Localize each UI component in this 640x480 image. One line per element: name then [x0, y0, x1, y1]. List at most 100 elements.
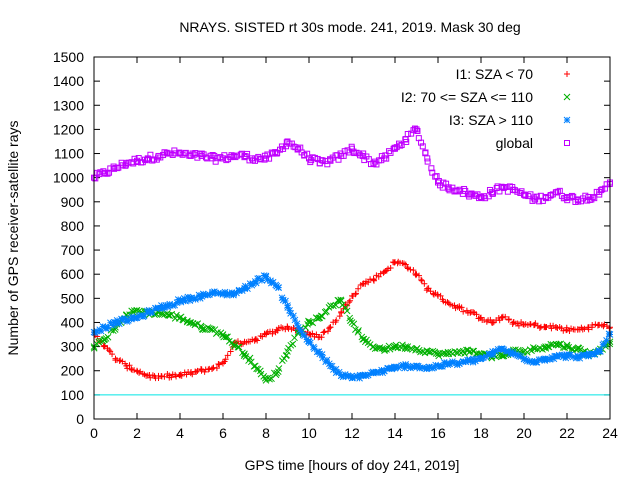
cloud-point-i1-sza-70 — [122, 360, 129, 367]
cloud-point-global — [591, 195, 598, 202]
x-tick-label: 20 — [516, 425, 532, 441]
cloud-point-i3-sza-110 — [426, 363, 433, 371]
cloud-point-i3-sza-110 — [99, 323, 107, 330]
cloud-point-global — [357, 152, 364, 159]
cloud-point-i1-sza-70 — [194, 367, 201, 374]
cloud-point-i2-70-sza-110 — [224, 333, 231, 341]
cloud-point-global — [500, 184, 507, 191]
cloud-point-global — [209, 151, 216, 158]
cloud-point-i1-sza-70 — [377, 270, 384, 277]
cloud-point-i1-sza-70 — [210, 364, 217, 371]
cloud-point-i3-sza-110 — [489, 351, 497, 359]
cloud-point-i3-sza-110 — [517, 353, 525, 361]
cloud-point-i1-sza-70 — [418, 276, 425, 283]
cloud-point-i1-sza-70 — [502, 313, 509, 320]
cloud-point-global — [122, 162, 129, 169]
cloud-point-i2-70-sza-110 — [327, 302, 334, 309]
cloud-point-i1-sza-70 — [410, 267, 417, 274]
legend-marker — [564, 71, 570, 77]
series-3 — [90, 272, 614, 382]
cloud-point-i2-70-sza-110 — [102, 335, 110, 342]
cloud-point-i3-sza-110 — [581, 351, 588, 359]
cloud-point-i2-70-sza-110 — [283, 351, 290, 359]
cloud-point-global — [111, 165, 118, 172]
cloud-point-i3-sza-110 — [550, 355, 558, 363]
cloud-point-i3-sza-110 — [228, 289, 236, 296]
cloud-point-i3-sza-110 — [362, 372, 370, 380]
cloud-point-i3-sza-110 — [293, 320, 301, 328]
cloud-point-i3-sza-110 — [351, 373, 359, 381]
cloud-point-i2-70-sza-110 — [272, 371, 280, 379]
cloud-point-i2-70-sza-110 — [234, 343, 242, 351]
cloud-point-i3-sza-110 — [509, 350, 517, 357]
cloud-point-i1-sza-70 — [536, 324, 543, 331]
y-tick-label: 800 — [61, 218, 85, 234]
cloud-point-i2-70-sza-110 — [247, 358, 255, 366]
x-axis-title: GPS time [hours of doy 241, 2019] — [245, 457, 460, 473]
y-tick-label: 0 — [76, 411, 84, 427]
cloud-point-i3-sza-110 — [541, 357, 549, 364]
cloud-point-i1-sza-70 — [447, 301, 454, 308]
data-point-global — [413, 126, 420, 133]
x-tick-label: 14 — [387, 425, 403, 441]
cloud-point-i3-sza-110 — [378, 366, 385, 374]
legend-marker — [563, 116, 571, 124]
data-point-i2-70-sza-110 — [380, 345, 388, 353]
y-tick-label: 300 — [61, 339, 85, 355]
cloud-point-global — [198, 150, 205, 157]
cloud-point-i1-sza-70 — [240, 340, 247, 347]
cloud-point-i1-sza-70 — [352, 290, 359, 297]
cloud-point-i3-sza-110 — [186, 297, 194, 305]
cloud-point-i3-sza-110 — [416, 364, 424, 372]
x-tick-label: 2 — [133, 425, 141, 441]
cloud-point-global — [419, 143, 426, 150]
cloud-point-i1-sza-70 — [412, 270, 419, 277]
cloud-point-i1-sza-70 — [404, 265, 411, 272]
cloud-point-i1-sza-70 — [333, 317, 340, 324]
cloud-point-i3-sza-110 — [449, 359, 457, 367]
series-4 — [91, 125, 613, 205]
cloud-point-i3-sza-110 — [160, 304, 168, 311]
cloud-point-i1-sza-70 — [109, 351, 116, 358]
cloud-point-i2-70-sza-110 — [253, 365, 260, 373]
cloud-point-i3-sza-110 — [569, 353, 577, 361]
y-axis-title: Number of GPS receiver-satellite rays — [5, 121, 21, 356]
cloud-point-i3-sza-110 — [500, 346, 508, 354]
cloud-point-i1-sza-70 — [375, 273, 382, 280]
cloud-point-i1-sza-70 — [227, 348, 234, 355]
cloud-point-i1-sza-70 — [437, 292, 444, 299]
cloud-point-i3-sza-110 — [166, 300, 174, 308]
cloud-point-i3-sza-110 — [159, 305, 166, 313]
cloud-point-i1-sza-70 — [550, 322, 557, 329]
cloud-point-i3-sza-110 — [184, 293, 192, 301]
legend-label: global — [496, 135, 533, 151]
cloud-point-i3-sza-110 — [275, 284, 283, 291]
cloud-point-i3-sza-110 — [97, 327, 105, 335]
cloud-point-i2-70-sza-110 — [332, 301, 340, 309]
cloud-point-i3-sza-110 — [515, 352, 523, 360]
cloud-point-i3-sza-110 — [143, 307, 151, 315]
cloud-point-i3-sza-110 — [140, 312, 148, 320]
cloud-point-i1-sza-70 — [470, 309, 477, 316]
cloud-point-i2-70-sza-110 — [323, 308, 330, 315]
cloud-point-global — [266, 155, 273, 162]
cloud-point-global — [568, 192, 575, 199]
cloud-point-i3-sza-110 — [115, 320, 123, 328]
cloud-point-global — [462, 187, 469, 194]
cloud-point-i1-sza-70 — [434, 291, 441, 298]
cloud-point-i3-sza-110 — [221, 288, 229, 296]
cloud-point-global — [521, 191, 528, 198]
cloud-point-global — [163, 149, 170, 156]
cloud-point-i3-sza-110 — [394, 364, 402, 371]
cloud-point-i1-sza-70 — [498, 314, 505, 321]
cloud-point-i1-sza-70 — [385, 265, 392, 272]
cloud-point-i1-sza-70 — [164, 370, 171, 377]
cloud-point-i3-sza-110 — [290, 312, 297, 320]
cloud-point-i3-sza-110 — [152, 305, 160, 312]
cloud-point-global — [530, 194, 537, 201]
cloud-point-i3-sza-110 — [132, 314, 140, 322]
cloud-point-i3-sza-110 — [399, 361, 407, 369]
cloud-point-i2-70-sza-110 — [330, 302, 337, 310]
cloud-point-i3-sza-110 — [286, 307, 293, 314]
cloud-point-global — [387, 149, 394, 156]
